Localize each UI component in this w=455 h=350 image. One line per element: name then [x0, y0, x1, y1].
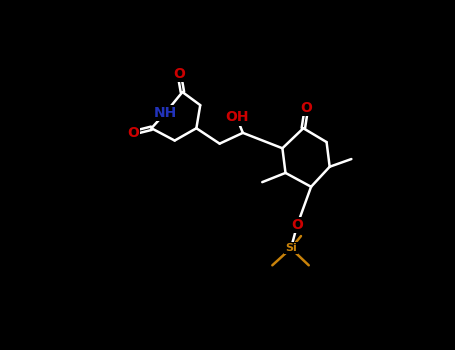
Text: O: O [173, 67, 185, 81]
Text: O: O [291, 218, 303, 232]
Text: NH: NH [154, 106, 177, 120]
Text: O: O [127, 126, 139, 140]
Text: OH: OH [225, 111, 248, 125]
Text: Si: Si [285, 243, 297, 253]
Text: O: O [300, 101, 313, 115]
